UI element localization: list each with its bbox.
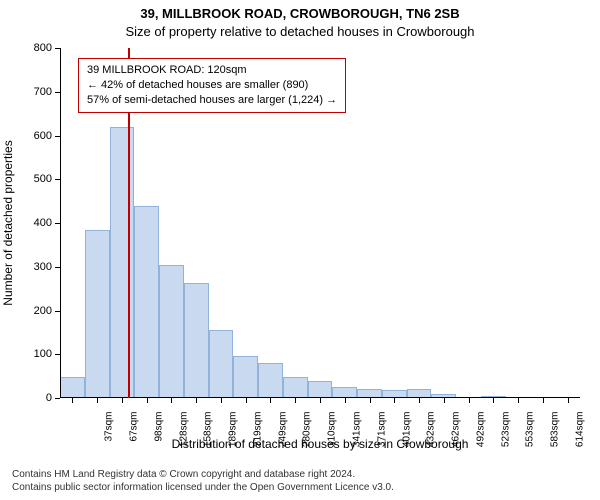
chart-title-line1: 39, MILLBROOK ROAD, CROWBOROUGH, TN6 2SB xyxy=(0,6,600,21)
histogram-bar xyxy=(308,381,333,399)
x-tick xyxy=(394,398,395,403)
x-tick xyxy=(72,398,73,403)
histogram-bar xyxy=(110,127,135,398)
y-tick xyxy=(55,267,60,268)
x-tick xyxy=(370,398,371,403)
y-tick-label: 400 xyxy=(34,217,52,229)
x-tick xyxy=(147,398,148,403)
histogram-bar xyxy=(209,330,234,398)
x-tick xyxy=(295,398,296,403)
histogram-bar xyxy=(258,363,283,398)
x-tick xyxy=(469,398,470,403)
callout-line-2: ← 42% of detached houses are smaller (89… xyxy=(87,78,337,93)
histogram-bar xyxy=(85,230,110,398)
histogram-bar xyxy=(134,206,159,398)
y-axis-label: Number of detached properties xyxy=(1,140,15,305)
y-tick xyxy=(55,179,60,180)
x-tick xyxy=(345,398,346,403)
x-tick xyxy=(419,398,420,403)
y-tick xyxy=(55,136,60,137)
y-tick-label: 200 xyxy=(34,305,52,317)
x-axis-label: Distribution of detached houses by size … xyxy=(60,437,580,451)
y-tick-label: 100 xyxy=(34,348,52,360)
x-tick xyxy=(122,398,123,403)
x-tick xyxy=(444,398,445,403)
callout-line-3: 57% of semi-detached houses are larger (… xyxy=(87,93,337,108)
footer-line-2: Contains public sector information licen… xyxy=(12,481,394,494)
x-tick xyxy=(196,398,197,403)
x-tick xyxy=(320,398,321,403)
histogram-bar xyxy=(283,377,308,398)
histogram-bar xyxy=(159,265,184,398)
y-tick xyxy=(55,311,60,312)
y-tick xyxy=(55,92,60,93)
y-tick-label: 500 xyxy=(34,173,52,185)
footer-line-1: Contains HM Land Registry data © Crown c… xyxy=(12,468,394,481)
chart-container: 39, MILLBROOK ROAD, CROWBOROUGH, TN6 2SB… xyxy=(0,0,600,500)
chart-title-line2: Size of property relative to detached ho… xyxy=(0,24,600,39)
y-tick xyxy=(55,398,60,399)
y-tick xyxy=(55,48,60,49)
y-tick xyxy=(55,223,60,224)
x-tick xyxy=(568,398,569,403)
x-tick xyxy=(171,398,172,403)
x-tick xyxy=(543,398,544,403)
x-tick xyxy=(246,398,247,403)
y-tick-label: 300 xyxy=(34,261,52,273)
x-tick xyxy=(221,398,222,403)
x-tick xyxy=(270,398,271,403)
histogram-bar xyxy=(60,377,85,398)
y-tick xyxy=(55,354,60,355)
x-tick xyxy=(518,398,519,403)
reference-callout: 39 MILLBROOK ROAD: 120sqm ← 42% of detac… xyxy=(78,58,346,113)
y-tick-label: 700 xyxy=(34,86,52,98)
x-tick xyxy=(493,398,494,403)
y-tick-label: 600 xyxy=(34,130,52,142)
footer-attribution: Contains HM Land Registry data © Crown c… xyxy=(12,468,394,494)
y-axis-line xyxy=(60,48,61,398)
callout-line-1: 39 MILLBROOK ROAD: 120sqm xyxy=(87,63,337,78)
histogram-bar xyxy=(184,283,209,398)
y-tick-label: 0 xyxy=(46,392,52,404)
y-tick-label: 800 xyxy=(34,42,52,54)
x-tick xyxy=(97,398,98,403)
histogram-bar xyxy=(233,356,258,398)
